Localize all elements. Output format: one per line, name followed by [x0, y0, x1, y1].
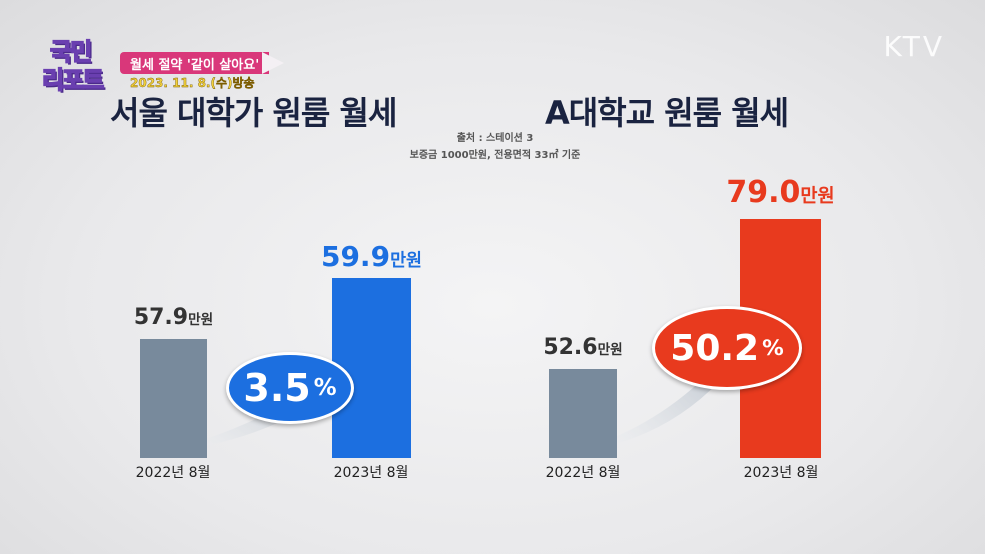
value-label: 57.9만원	[74, 305, 274, 330]
value-label: 52.6만원	[483, 335, 683, 360]
change-value: 3.5	[243, 366, 311, 410]
value-label: 59.9만원	[272, 240, 472, 273]
change-unit: %	[762, 335, 784, 361]
channel-logo: KTV	[883, 30, 945, 63]
value-number: 57.9	[133, 305, 189, 331]
broadcast-date: 2023. 11. 8.(수)방송	[130, 76, 255, 90]
change-badge: 3.5%	[226, 352, 354, 424]
change-unit: %	[313, 375, 337, 401]
value-label: 79.0만원	[681, 175, 881, 210]
value-unit: 만원	[390, 251, 423, 272]
x-tick-label: 2023년 8월	[333, 465, 409, 481]
bar-2023	[332, 278, 411, 458]
value-number: 52.6	[543, 335, 598, 361]
change-badge: 50.2%	[652, 306, 802, 390]
x-tick-label: 2022년 8월	[545, 465, 621, 481]
source-text: 출처 : 스테이션 3	[456, 133, 534, 144]
x-tick-label: 2023년 8월	[743, 465, 819, 481]
value-number: 59.9	[320, 240, 391, 274]
change-value: 50.2	[670, 327, 760, 369]
chart-title-left: 서울 대학가 원룸 월세	[110, 94, 397, 132]
value-number: 79.0	[726, 175, 801, 211]
value-unit: 만원	[597, 342, 623, 359]
value-unit: 만원	[800, 186, 835, 208]
x-tick-label: 2022년 8월	[135, 465, 211, 481]
bar-2022	[549, 369, 617, 458]
value-unit: 만원	[188, 312, 214, 329]
pencil-tip-icon	[262, 52, 284, 74]
chart-title-right: A대학교 원룸 월세	[545, 94, 789, 132]
program-logo: 국민 리포트	[41, 37, 105, 95]
source-note: 보증금 1000만원, 전용면적 33㎡ 기준	[409, 150, 581, 161]
episode-subtitle: 월세 절약 '같이 살아요'	[120, 52, 270, 74]
bar-2022	[140, 339, 207, 458]
